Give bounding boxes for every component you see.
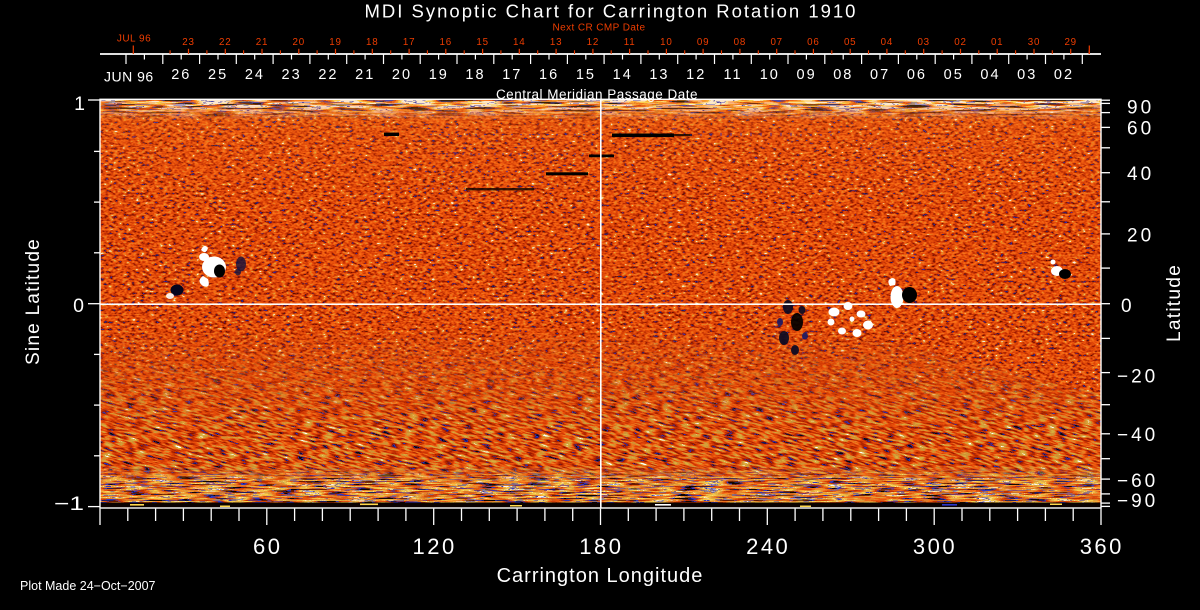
svg-text:07: 07 [770,37,783,48]
svg-text:06: 06 [907,67,927,83]
svg-text:16: 16 [539,67,559,83]
svg-text:20: 20 [1127,226,1154,247]
svg-text:120: 120 [412,534,456,559]
svg-text:300: 300 [913,534,957,559]
svg-text:Next CR CMP Date: Next CR CMP Date [553,23,646,34]
svg-text:240: 240 [746,534,790,559]
svg-text:10: 10 [660,37,673,48]
svg-text:19: 19 [429,67,449,83]
svg-text:12: 12 [587,37,600,48]
svg-text:JUL 96: JUL 96 [117,34,151,45]
svg-text:09: 09 [797,67,817,83]
svg-text:0: 0 [1121,296,1135,317]
svg-text:40: 40 [1127,164,1154,185]
svg-text:60: 60 [253,534,282,559]
svg-text:1: 1 [74,93,85,115]
svg-text:29: 29 [1064,37,1077,48]
svg-text:−1: −1 [54,493,84,515]
svg-text:24: 24 [245,67,265,83]
svg-text:06: 06 [807,37,820,48]
svg-text:20: 20 [293,37,306,48]
svg-text:0: 0 [73,295,84,317]
svg-text:21: 21 [256,37,269,48]
svg-text:13: 13 [649,67,669,83]
svg-text:02: 02 [954,37,967,48]
svg-text:14: 14 [513,37,526,48]
svg-text:15: 15 [576,67,596,83]
svg-text:08: 08 [833,67,853,83]
svg-text:11: 11 [723,67,742,83]
svg-text:05: 05 [944,67,964,83]
svg-text:23: 23 [182,37,195,48]
svg-text:11: 11 [624,37,636,48]
svg-text:08: 08 [734,37,747,48]
svg-text:Sine Latitude: Sine Latitude [23,238,44,365]
svg-text:−40: −40 [1117,425,1158,446]
svg-text:21: 21 [355,67,375,83]
svg-text:20: 20 [392,67,412,83]
svg-text:MDI Synoptic Chart for Carring: MDI Synoptic Chart for Carrington Rotati… [365,1,858,22]
svg-text:180: 180 [579,534,623,559]
svg-text:Latitude: Latitude [1164,264,1185,342]
svg-text:JUN 96: JUN 96 [104,69,154,85]
svg-text:07: 07 [870,67,890,83]
svg-text:19: 19 [329,37,342,48]
svg-text:14: 14 [613,67,633,83]
svg-text:Plot Made 24−Oct−2007: Plot Made 24−Oct−2007 [20,579,156,593]
svg-text:23: 23 [282,67,302,83]
svg-text:04: 04 [980,67,1000,83]
svg-text:03: 03 [917,37,930,48]
svg-text:09: 09 [697,37,710,48]
svg-text:−60: −60 [1117,471,1158,492]
svg-text:25: 25 [208,67,228,83]
svg-text:60: 60 [1127,119,1154,140]
svg-text:−20: −20 [1117,367,1158,388]
svg-text:01: 01 [991,37,1004,48]
svg-text:Carrington Longitude: Carrington Longitude [497,565,704,587]
svg-text:13: 13 [550,37,563,48]
svg-text:Central Meridian Passage Date: Central Meridian Passage Date [496,87,698,102]
svg-text:02: 02 [1054,67,1074,83]
svg-text:26: 26 [171,67,191,83]
svg-text:30: 30 [1028,37,1041,48]
svg-text:15: 15 [476,37,489,48]
svg-text:17: 17 [502,67,522,83]
svg-text:18: 18 [465,67,485,83]
svg-text:22: 22 [219,37,232,48]
svg-text:04: 04 [881,37,894,48]
svg-text:−90: −90 [1117,491,1158,512]
svg-text:17: 17 [403,37,416,48]
svg-text:05: 05 [844,37,857,48]
svg-text:22: 22 [318,67,338,83]
svg-text:10: 10 [760,67,780,83]
svg-text:03: 03 [1017,67,1037,83]
svg-text:90: 90 [1127,98,1154,119]
svg-text:18: 18 [366,37,379,48]
svg-text:360: 360 [1080,534,1124,559]
svg-text:16: 16 [440,37,453,48]
svg-text:12: 12 [686,67,706,83]
